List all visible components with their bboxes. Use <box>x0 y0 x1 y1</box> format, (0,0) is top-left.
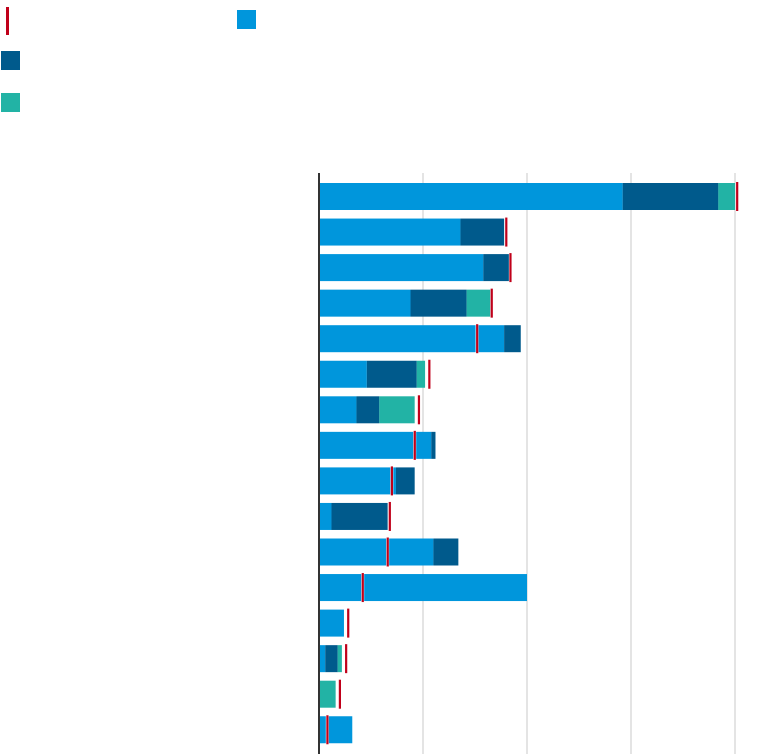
legend <box>1 7 256 112</box>
marker-tick <box>338 679 341 709</box>
bar-segment <box>325 645 338 673</box>
bar-segment <box>319 574 527 602</box>
gridlines <box>422 173 736 754</box>
marker-tick <box>476 324 479 354</box>
bar-segment <box>319 431 432 459</box>
bars <box>319 183 735 744</box>
bar-segment <box>504 325 521 353</box>
marker-tick <box>347 608 350 638</box>
marker-tick <box>490 288 493 318</box>
marker-tick <box>417 395 421 425</box>
marker-tick <box>361 573 364 603</box>
legend-swatch <box>1 93 20 112</box>
bar-segment <box>483 254 511 282</box>
marker-tick <box>386 537 389 567</box>
bar-segment <box>460 218 505 246</box>
marker-tick <box>388 501 391 531</box>
bar-segment <box>466 289 492 317</box>
bar-segment <box>319 254 484 282</box>
bar-segment <box>337 645 342 673</box>
bar-segment <box>356 396 380 424</box>
marker-tick <box>505 217 508 247</box>
marker-tick <box>736 182 739 211</box>
bar-segment <box>379 396 415 424</box>
legend-swatch <box>1 51 20 70</box>
marker-tick <box>509 253 512 283</box>
bar-segment <box>319 502 332 530</box>
bar-segment <box>319 538 434 566</box>
bar-segment <box>416 360 426 388</box>
bar-segment <box>319 645 326 673</box>
bar-segment <box>331 502 388 530</box>
bar-segment <box>319 716 353 744</box>
marker-tick <box>390 466 393 496</box>
bar-segment <box>319 289 411 317</box>
bar-segment <box>319 467 396 495</box>
bar-segment <box>410 289 467 317</box>
bar-segment <box>718 183 735 210</box>
bar-segment <box>319 396 357 424</box>
marker-tick <box>326 715 329 745</box>
bar-segment <box>431 431 436 459</box>
bar-segment <box>319 360 367 388</box>
bar-segment <box>622 183 719 210</box>
legend-swatch <box>237 10 256 29</box>
bar-segment <box>319 325 505 353</box>
marker-tick <box>428 359 431 389</box>
bar-segment <box>319 680 336 708</box>
legend-marker-swatch <box>6 7 9 35</box>
bar-segment <box>319 183 623 210</box>
bar-segment <box>319 609 344 637</box>
bar-segment <box>395 467 415 495</box>
bar-segment <box>366 360 417 388</box>
bar-segment <box>433 538 459 566</box>
marker-tick <box>413 430 416 460</box>
marker-tick <box>345 644 348 674</box>
marker-ticks <box>325 182 739 745</box>
bar-segment <box>319 218 461 246</box>
